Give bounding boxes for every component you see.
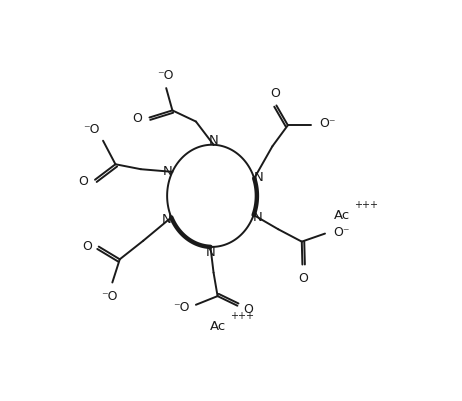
Text: O: O [82, 240, 92, 253]
Text: ⁻O: ⁻O [157, 69, 174, 82]
Text: Ac: Ac [210, 320, 226, 332]
Text: N: N [253, 211, 262, 223]
Text: ⁻O: ⁻O [101, 290, 117, 302]
Text: O⁻: O⁻ [333, 225, 350, 238]
Text: ⁻O: ⁻O [83, 122, 99, 135]
Text: N: N [162, 213, 172, 226]
Text: O: O [270, 87, 280, 100]
Text: O: O [79, 175, 88, 188]
Text: N: N [209, 134, 219, 147]
Text: O⁻: O⁻ [320, 116, 336, 130]
Text: O: O [243, 302, 254, 315]
Text: +++: +++ [354, 199, 378, 209]
Text: O: O [298, 271, 308, 285]
Text: N: N [253, 171, 263, 184]
Text: N: N [206, 246, 215, 259]
Text: ⁻O: ⁻O [173, 300, 190, 313]
Text: Ac: Ac [334, 209, 350, 221]
Text: N: N [163, 164, 173, 177]
Text: O: O [132, 112, 142, 125]
Text: +++: +++ [230, 310, 254, 320]
